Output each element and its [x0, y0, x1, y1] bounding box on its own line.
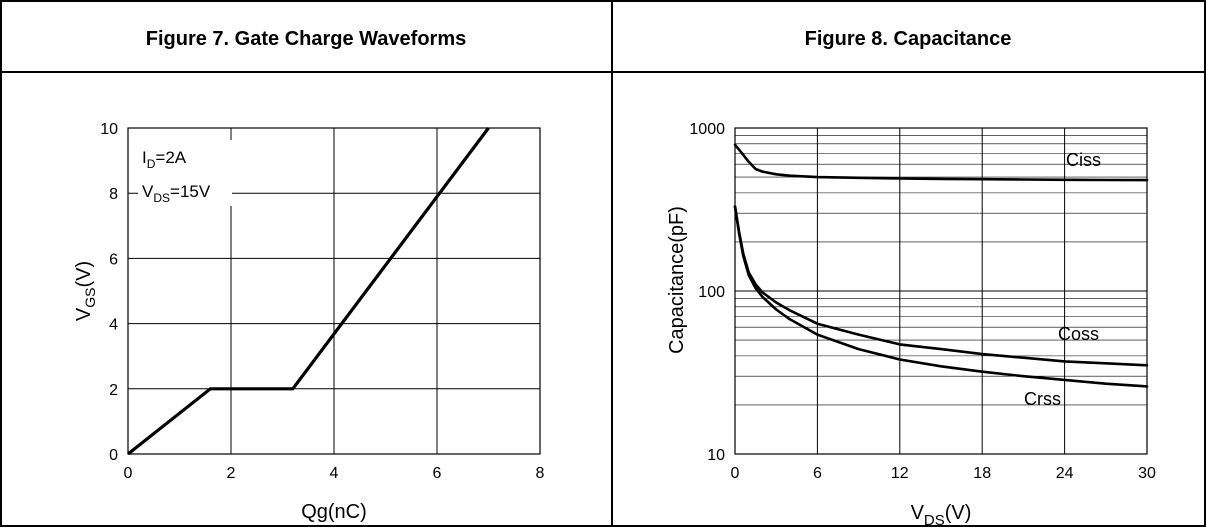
capacitance-chart: 0 6 12 18 24 30 10 100 1000 Ciss Coss Crss VDS(…: [666, 121, 1156, 527]
capacitance-plot-frame: [734, 127, 1148, 455]
figure-8-header: Figure 8. Capacitance: [805, 28, 1012, 50]
capacitance-x-tick-label: 12: [891, 465, 909, 482]
series-line-crss: [733, 205, 1149, 388]
gate-charge-chart: 0 2 4 6 8 0 2 4 6 8 10 ID=2A VDS=15V Qg(nC) VGS(V…: [73, 121, 545, 523]
series-label-ciss: Ciss: [1066, 150, 1101, 170]
gate-charge-y-tick-label: 10: [100, 121, 118, 138]
gate-charge-annotation-vds: VDS=15V: [142, 182, 211, 205]
gate-charge-y-tick-label: 6: [109, 251, 118, 268]
gate-charge-x-axis-title: Qg(nC): [301, 501, 367, 523]
gate-charge-y-axis-title: VGS(V): [73, 261, 98, 321]
gate-charge-plot-frame: [127, 127, 541, 455]
gate-charge-x-tick-label: 8: [536, 465, 545, 482]
capacitance-x-tick-label: 24: [1056, 465, 1074, 482]
capacitance-y-axis-title: Capacitance(pF): [666, 206, 688, 354]
gate-charge-x-tick-label: 4: [330, 465, 339, 482]
capacitance-x-tick-label: 0: [731, 465, 740, 482]
capacitance-x-ticks: 0 6 12 18 24 30: [731, 465, 1156, 482]
gate-charge-x-tick-label: 0: [124, 465, 133, 482]
capacitance-y-tick-label: 1000: [689, 121, 725, 138]
gate-charge-x-tick-label: 2: [227, 465, 236, 482]
capacitance-x-tick-label: 18: [973, 465, 991, 482]
gate-charge-y-ticks: 0 2 4 6 8 10: [100, 121, 118, 464]
capacitance-y-ticks: 10 100 1000: [689, 121, 725, 464]
gate-charge-x-tick-label: 6: [433, 465, 442, 482]
capacitance-x-axis-title: VDS(V): [911, 502, 972, 527]
capacitance-x-tick-label: 30: [1138, 465, 1156, 482]
gate-charge-series: [127, 127, 490, 456]
gate-charge-y-tick-label: 2: [109, 382, 118, 399]
series-label-crss: Crss: [1024, 389, 1061, 409]
gate-charge-y-tick-label: 0: [109, 447, 118, 464]
series-line-gate-charge: [127, 127, 490, 456]
gate-charge-y-tick-label: 8: [109, 186, 118, 203]
capacitance-x-tick-label: 6: [813, 465, 822, 482]
series-label-coss: Coss: [1058, 324, 1099, 344]
figure-7-header: Figure 7. Gate Charge Waveforms: [146, 28, 466, 50]
gate-charge-x-ticks: 0 2 4 6 8: [124, 465, 545, 482]
gate-charge-annotation-id: ID=2A: [142, 148, 187, 171]
series-line-ciss: [733, 143, 1149, 182]
gate-charge-annotation-bg: [138, 140, 232, 206]
capacitance-y-tick-label: 100: [698, 284, 725, 301]
gate-charge-y-tick-label: 4: [109, 317, 118, 334]
capacitance-series: [733, 143, 1149, 388]
capacitance-y-tick-label: 10: [707, 447, 725, 464]
